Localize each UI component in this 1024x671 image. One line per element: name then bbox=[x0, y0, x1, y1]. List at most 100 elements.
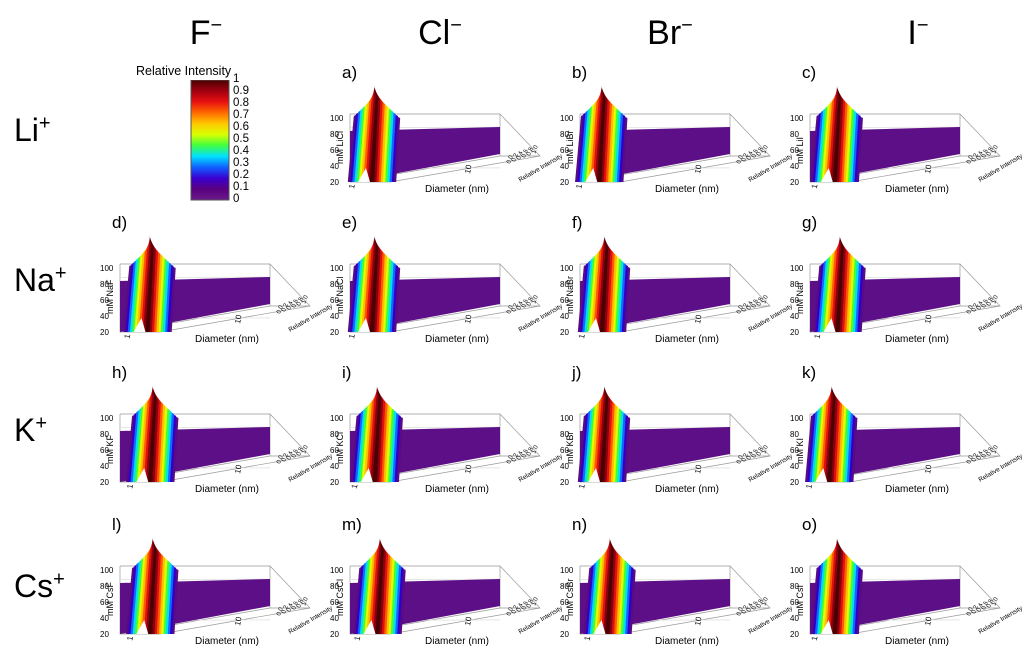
y-tick-label: 20 bbox=[790, 478, 799, 487]
panel-letter: d) bbox=[112, 213, 127, 232]
z-tick-label: 0.4 bbox=[976, 450, 985, 461]
row-header-sodium: Na+ bbox=[14, 262, 67, 298]
surface-panel: f) mM NaBr 20 40 60 80 100 1 10 Diameter (nm) 0.0 0… bbox=[560, 213, 795, 345]
y-tick-label: 80 bbox=[100, 430, 109, 439]
surface-panel: a) mM LiCl 20 40 60 80 100 1 10 Diameter (nm) 0.0 0… bbox=[330, 63, 565, 195]
y-tick-label: 80 bbox=[560, 430, 569, 439]
y-tick-label: 100 bbox=[100, 566, 114, 575]
z-tick-label: 1.0 bbox=[531, 294, 540, 305]
panel-letter: b) bbox=[572, 63, 587, 82]
base-gap bbox=[363, 620, 376, 634]
peak-band bbox=[832, 538, 841, 634]
z-tick-label: 0.0 bbox=[736, 154, 745, 165]
colorbar-tick-label: 0.5 bbox=[233, 133, 249, 145]
z-tick-label: 1.0 bbox=[301, 596, 310, 607]
x-axis-label: Diameter (nm) bbox=[425, 184, 489, 195]
x-tick-label: 10 bbox=[923, 615, 934, 626]
y-tick-label: 40 bbox=[790, 162, 799, 171]
base-gap bbox=[588, 468, 600, 482]
z-tick-label: 0.6 bbox=[291, 600, 300, 611]
colorbar-tick-label: 0.2 bbox=[233, 169, 249, 181]
x-tick-label: 1 bbox=[125, 483, 135, 489]
y-axis-label: mM KI bbox=[795, 438, 805, 464]
row-header-potassium: K+ bbox=[14, 412, 48, 448]
x-tick-label: 1 bbox=[123, 333, 133, 339]
panel-letter: i) bbox=[342, 363, 351, 382]
x-axis-label: Diameter (nm) bbox=[655, 484, 719, 495]
x-tick-label: 10 bbox=[233, 615, 244, 626]
y-tick-label: 20 bbox=[100, 478, 109, 487]
y-tick-label: 100 bbox=[330, 264, 344, 273]
z-tick-label: 1.0 bbox=[301, 444, 310, 455]
y-tick-label: 60 bbox=[100, 598, 109, 607]
y-tick-label: 80 bbox=[790, 430, 799, 439]
y-tick-label: 40 bbox=[100, 312, 109, 321]
y-tick-label: 60 bbox=[790, 296, 799, 305]
y-tick-label: 60 bbox=[330, 598, 339, 607]
y-tick-label: 60 bbox=[100, 446, 109, 455]
z-tick-label: 0.2 bbox=[971, 604, 980, 615]
z-tick-label: 0.0 bbox=[506, 606, 515, 617]
x-tick-label: 10 bbox=[463, 615, 474, 626]
z-tick-label: 0.2 bbox=[511, 302, 520, 313]
z-tick-label: 1.0 bbox=[761, 144, 770, 155]
y-tick-label: 20 bbox=[560, 178, 569, 187]
z-tick-label: 1.0 bbox=[531, 444, 540, 455]
y-axis-label: mM NaBr bbox=[565, 276, 575, 314]
base-gap bbox=[820, 620, 833, 634]
y-tick-label: 100 bbox=[560, 566, 574, 575]
z-tick-label: 0.4 bbox=[976, 150, 985, 161]
y-tick-label: 100 bbox=[100, 264, 114, 273]
y-tick-label: 40 bbox=[560, 162, 569, 171]
z-tick-label: 1.0 bbox=[991, 444, 1000, 455]
y-tick-label: 40 bbox=[560, 614, 569, 623]
z-tick-label: 0.4 bbox=[516, 150, 525, 161]
x-tick-label: 1 bbox=[813, 333, 823, 339]
x-tick-label: 1 bbox=[125, 635, 135, 641]
x-axis-label: Diameter (nm) bbox=[655, 636, 719, 647]
y-tick-label: 80 bbox=[790, 280, 799, 289]
y-tick-label: 60 bbox=[790, 146, 799, 155]
x-tick-label: 10 bbox=[693, 163, 704, 174]
y-tick-label: 80 bbox=[790, 130, 799, 139]
y-axis-label: mM LiCl bbox=[335, 131, 345, 164]
y-tick-label: 20 bbox=[560, 478, 569, 487]
y-tick-label: 80 bbox=[560, 280, 569, 289]
y-axis-label: mM KBr bbox=[565, 431, 575, 464]
y-tick-label: 60 bbox=[790, 598, 799, 607]
panel-letter: c) bbox=[802, 63, 816, 82]
z-tick-label: 0.0 bbox=[736, 304, 745, 315]
y-tick-label: 20 bbox=[790, 328, 799, 337]
peak-band bbox=[372, 386, 381, 482]
y-tick-label: 80 bbox=[100, 280, 109, 289]
z-tick-label: 1.0 bbox=[531, 144, 540, 155]
z-tick-label: 0.2 bbox=[281, 452, 290, 463]
z-tick-label: 0.6 bbox=[521, 600, 530, 611]
x-tick-label: 10 bbox=[463, 463, 474, 474]
x-tick-label: 1 bbox=[810, 635, 820, 641]
panel-letter: o) bbox=[802, 515, 817, 534]
surface-panel: d) mM NaF 20 40 60 80 100 1 10 Diameter (nm) 0.0 0.… bbox=[100, 213, 335, 345]
base-gap bbox=[136, 620, 149, 634]
y-tick-label: 40 bbox=[330, 614, 339, 623]
z-tick-label: 0.6 bbox=[291, 298, 300, 309]
y-tick-label: 100 bbox=[790, 414, 804, 423]
panel-letter: k) bbox=[802, 363, 816, 382]
column-header-fluoride: F− bbox=[189, 14, 223, 52]
peak-band bbox=[148, 386, 157, 482]
y-tick-label: 100 bbox=[330, 114, 344, 123]
y-axis-label: mM LiBr bbox=[565, 130, 575, 164]
y-axis-label: mM CsI bbox=[795, 585, 805, 616]
y-tick-label: 40 bbox=[100, 614, 109, 623]
z-tick-label: 0.2 bbox=[511, 604, 520, 615]
z-tick-label: 0.4 bbox=[746, 300, 755, 311]
colorbar-gradient bbox=[190, 80, 230, 201]
x-tick-label: 1 bbox=[574, 183, 584, 189]
y-tick-label: 80 bbox=[790, 582, 799, 591]
z-tick-label: 0.8 bbox=[526, 296, 535, 307]
z-tick-label: 0.2 bbox=[741, 452, 750, 463]
x-tick-label: 1 bbox=[583, 635, 593, 641]
z-tick-label: 0.4 bbox=[286, 450, 295, 461]
surface-panel: h) mM KF 20 40 60 80 100 1 10 Diameter (nm) 0.0 0.2… bbox=[100, 363, 335, 495]
x-tick-label: 10 bbox=[923, 313, 934, 324]
